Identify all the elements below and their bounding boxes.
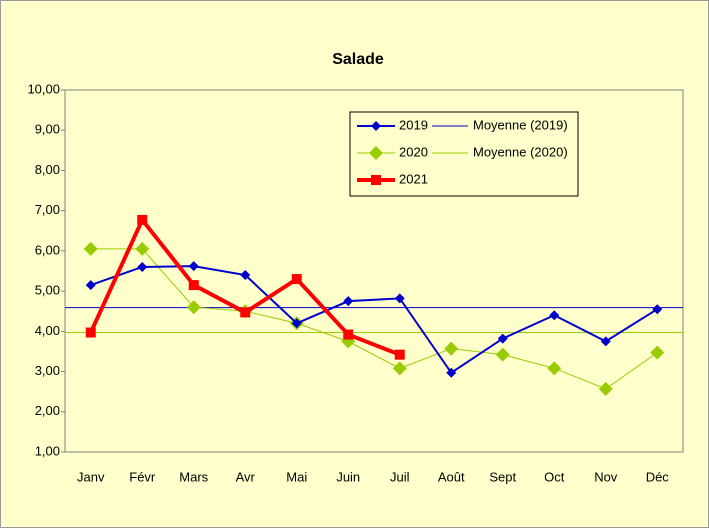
marker [291,318,302,329]
y-tick-label: 6,00 [35,242,60,257]
marker [137,261,148,272]
marker [83,241,98,256]
marker [343,329,354,340]
marker [240,307,251,318]
series-line [90,248,658,390]
x-tick-label: Avr [236,469,256,484]
marker [369,146,383,160]
marker [392,361,407,376]
marker [343,296,354,307]
marker [547,361,562,376]
y-tick-label: 8,00 [35,162,60,177]
marker [85,327,96,338]
y-tick-label: 2,00 [35,403,60,418]
marker [188,280,199,291]
marker [85,280,96,291]
x-tick-label: Mars [179,469,208,484]
legend-label: Moyenne (2020) [473,144,568,159]
series-line [90,265,658,375]
x-tick-label: Sept [489,469,516,484]
x-tick-label: Oct [544,469,565,484]
marker [446,367,457,378]
marker [186,300,201,315]
marker [291,274,302,285]
y-tick-label: 7,00 [35,202,60,217]
marker [495,347,510,362]
chart-title: Salade [332,51,384,68]
x-tick-label: Janv [77,469,105,484]
marker [135,241,150,256]
marker [394,293,405,304]
marker [600,336,611,347]
y-tick-label: 4,00 [35,323,60,338]
marker [188,261,199,272]
y-tick-label: 3,00 [35,363,60,378]
marker [394,349,405,360]
x-tick-label: Juil [390,469,410,484]
y-tick-label: 10,00 [27,81,60,96]
marker [371,175,381,185]
x-tick-label: Mai [286,469,307,484]
x-tick-label: Déc [646,469,670,484]
y-tick-label: 9,00 [35,122,60,137]
marker [652,304,663,315]
y-tick-label: 1,00 [35,443,60,458]
legend-label: 2021 [399,171,428,186]
marker [137,214,148,225]
x-tick-label: Août [438,469,465,484]
marker [240,270,251,281]
x-tick-label: Nov [594,469,618,484]
marker [444,341,459,356]
x-tick-label: Juin [336,469,360,484]
legend-label: 2020 [399,144,428,159]
marker [598,381,613,396]
legend-label: Moyenne (2019) [473,117,568,132]
x-tick-label: Févr [129,469,156,484]
y-tick-label: 5,00 [35,283,60,298]
marker [371,121,381,131]
marker [497,333,508,344]
marker [650,345,665,360]
marker [549,310,560,321]
legend-label: 2019 [399,117,428,132]
